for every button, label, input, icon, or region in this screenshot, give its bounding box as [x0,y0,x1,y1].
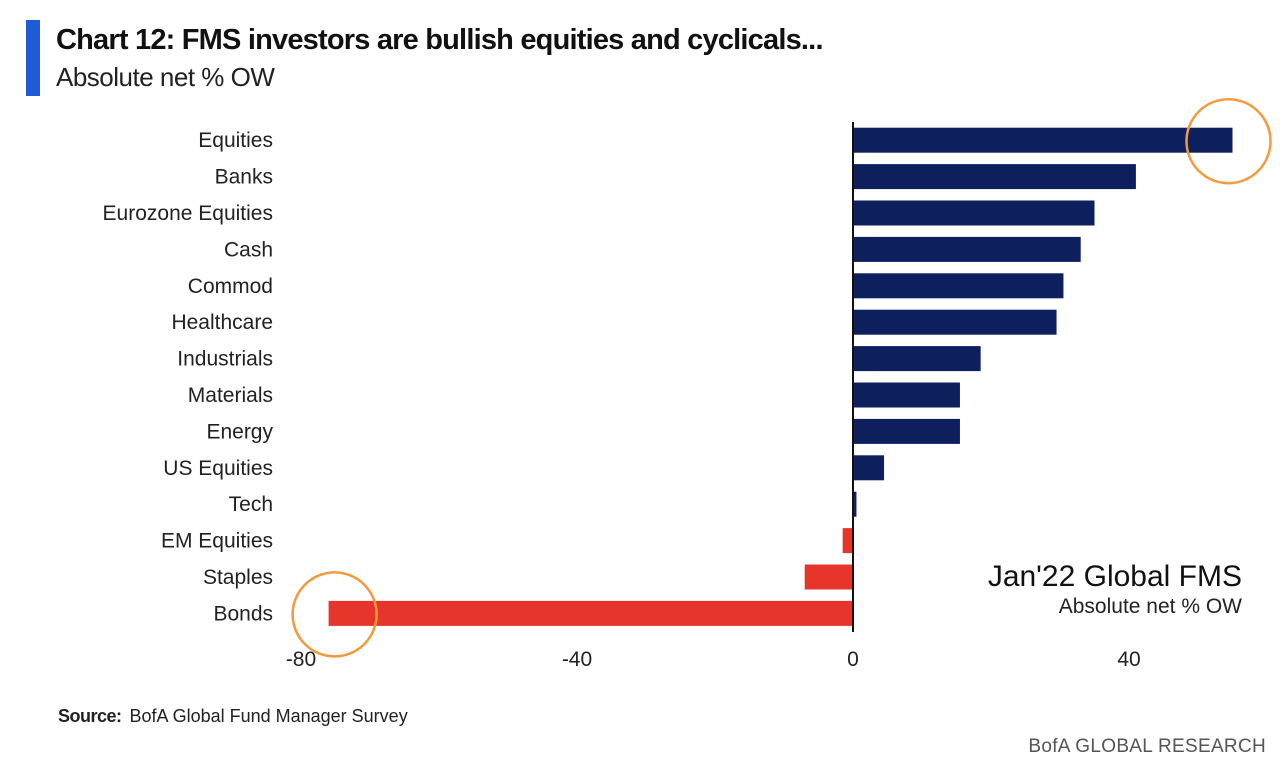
bar-energy [853,418,960,444]
bar-cash [853,236,1081,262]
category-label: Materials [188,384,273,407]
x-tick-label: 40 [1117,648,1140,671]
annotation-title: Jan'22 Global FMS [987,560,1242,593]
category-label: Eurozone Equities [103,202,273,225]
chart-title: Chart 12: FMS investors are bullish equi… [56,24,824,56]
bar-tech [853,491,857,517]
category-label: Energy [206,420,273,443]
bar-industrials [853,346,981,372]
highlight-circle [291,571,378,658]
bar-banks [853,164,1136,190]
category-label: Staples [203,566,273,589]
source-note: Source: BofA Global Fund Manager Survey [58,706,408,727]
bar-equities [853,127,1233,153]
bar-materials [853,382,960,408]
category-label: Commod [188,275,273,298]
chart-subtitle: Absolute net % OW [56,62,275,92]
bar-commod [853,273,1064,299]
bar-us-equities [853,455,885,481]
bar-em-equities [842,528,853,554]
bar-staples [804,564,853,590]
annotation-subtitle: Absolute net % OW [1058,595,1242,618]
highlight-circle [1185,97,1272,185]
x-tick-label: 0 [847,648,859,671]
category-label: Banks [215,166,273,189]
bar-bonds [328,600,854,626]
category-label: US Equities [163,457,273,480]
x-tick-label: -80 [286,648,316,671]
category-label: EM Equities [161,530,273,553]
brand-label: BofA GLOBAL RESEARCH [1028,736,1266,757]
bar-eurozone-equities [853,200,1095,226]
category-label: Equities [198,129,273,152]
category-label: Industrials [177,348,273,371]
category-label: Tech [229,493,273,516]
source-label: Source: [58,706,122,726]
source-text: BofA Global Fund Manager Survey [129,706,408,726]
bar-healthcare [853,309,1057,335]
category-label: Cash [224,238,273,261]
x-tick-label: -40 [562,648,592,671]
category-label: Healthcare [171,311,273,334]
title-accent-bar [26,20,40,96]
category-label: Bonds [213,602,273,625]
